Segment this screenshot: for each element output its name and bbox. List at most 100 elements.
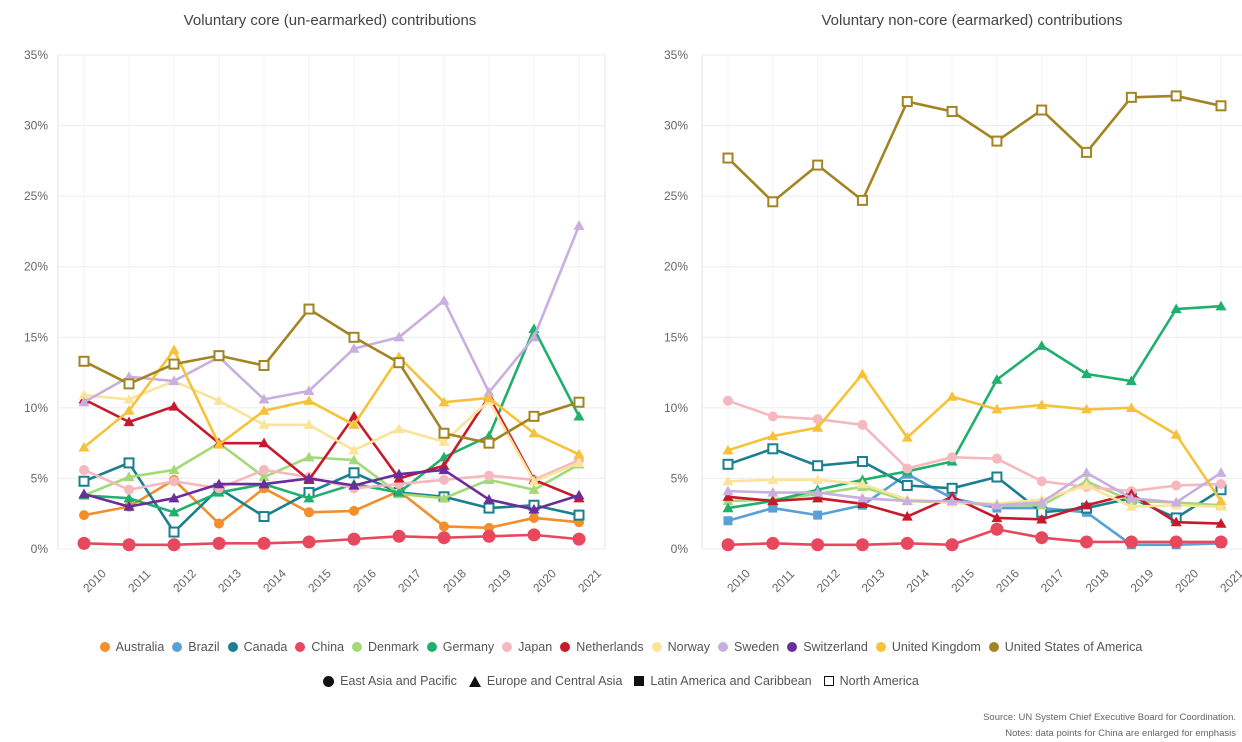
data-point-norway bbox=[767, 474, 779, 484]
data-point-sweden bbox=[438, 295, 450, 305]
x-tick-label: 2010 bbox=[724, 566, 753, 595]
x-tick-label: 2010 bbox=[80, 566, 109, 595]
y-tick-label: 10% bbox=[24, 401, 48, 415]
data-point-united-states-of-america bbox=[213, 350, 225, 362]
legend-label: United Kingdom bbox=[891, 640, 981, 654]
data-point-norway bbox=[393, 423, 405, 434]
data-point-canada bbox=[812, 460, 824, 472]
data-point-denmark bbox=[303, 451, 315, 462]
data-point-sweden bbox=[767, 487, 779, 497]
data-point-netherlands bbox=[168, 400, 180, 411]
legend-label: Brazil bbox=[188, 640, 220, 654]
data-point-japan bbox=[812, 414, 823, 425]
x-tick-label: 2012 bbox=[814, 566, 843, 595]
data-point-china bbox=[1080, 535, 1094, 549]
data-point-sweden bbox=[168, 375, 180, 386]
data-point-japan bbox=[857, 419, 868, 430]
data-point-japan bbox=[1036, 476, 1047, 487]
data-point-denmark bbox=[168, 464, 180, 475]
legend-label: East Asia and Pacific bbox=[340, 674, 457, 688]
data-point-sweden bbox=[1036, 496, 1048, 507]
data-point-japan bbox=[947, 452, 958, 463]
legend-swatch bbox=[99, 642, 110, 652]
data-point-denmark bbox=[528, 484, 540, 494]
legend-region-north-america: North America bbox=[823, 674, 919, 688]
series-switzerland bbox=[78, 464, 585, 514]
x-tick-label: 2017 bbox=[1038, 566, 1067, 595]
right-chart-title: Voluntary non-core (earmarked) contribut… bbox=[821, 12, 1123, 29]
data-point-sweden bbox=[901, 495, 913, 506]
data-point-sweden bbox=[303, 385, 315, 396]
data-point-sweden bbox=[812, 487, 824, 497]
series-line-china bbox=[727, 527, 1221, 547]
data-point-united-kingdom bbox=[856, 368, 868, 379]
data-point-united-states-of-america bbox=[348, 331, 360, 343]
data-point-germany bbox=[123, 492, 135, 503]
legend-label: Norway bbox=[667, 640, 710, 654]
data-point-norway bbox=[123, 393, 135, 404]
data-point-switzerland bbox=[573, 489, 585, 500]
data-point-netherlands bbox=[812, 492, 824, 503]
data-point-united-states-of-america bbox=[812, 159, 824, 171]
series-sweden bbox=[722, 467, 1227, 510]
data-point-australia bbox=[304, 507, 314, 518]
data-point-switzerland bbox=[258, 478, 270, 489]
data-point-germany bbox=[1170, 303, 1182, 314]
data-point-china bbox=[945, 538, 959, 552]
data-point-netherlands bbox=[856, 498, 868, 508]
data-point-netherlands bbox=[123, 416, 135, 427]
data-point-germany bbox=[438, 451, 450, 462]
x-tick-label: 2018 bbox=[1083, 566, 1112, 595]
series-japan bbox=[723, 395, 1226, 497]
data-point-canada bbox=[348, 467, 360, 479]
data-point-japan bbox=[1216, 479, 1226, 490]
x-tick-label: 2019 bbox=[485, 566, 514, 595]
legend-item-china: China bbox=[295, 640, 344, 654]
legend-swatch bbox=[172, 642, 183, 652]
data-point-united-kingdom bbox=[348, 419, 360, 429]
legend-swatch bbox=[651, 642, 662, 652]
y-tick-label: 35% bbox=[24, 48, 48, 62]
x-tick-label: 2011 bbox=[125, 567, 153, 595]
data-point-germany bbox=[1036, 340, 1048, 350]
series-line-switzerland bbox=[83, 468, 580, 511]
data-point-united-kingdom bbox=[1125, 402, 1137, 412]
legend-swatch bbox=[988, 642, 999, 652]
data-point-norway bbox=[438, 436, 450, 446]
data-point-brazil bbox=[813, 510, 823, 520]
legend-swatch bbox=[227, 642, 238, 652]
data-point-china bbox=[1169, 535, 1183, 549]
legend-label: United States of America bbox=[1004, 640, 1143, 654]
series-line-sweden bbox=[727, 471, 1222, 507]
y-tick-label: 30% bbox=[664, 119, 688, 133]
series-line-united-kingdom bbox=[83, 348, 580, 456]
data-point-united-kingdom bbox=[573, 448, 585, 459]
data-point-netherlands bbox=[1170, 516, 1182, 527]
data-point-australia bbox=[214, 518, 224, 529]
data-point-united-kingdom bbox=[438, 396, 450, 407]
non-core-plot-area bbox=[701, 54, 1242, 550]
legend-label: Germany bbox=[442, 640, 495, 654]
data-point-denmark bbox=[438, 492, 450, 503]
circle-marker-icon bbox=[323, 675, 335, 687]
data-point-norway bbox=[258, 419, 270, 429]
data-point-united-kingdom bbox=[1081, 403, 1093, 414]
data-point-china bbox=[766, 536, 780, 550]
legend-item-united-states-of-america: United States of America bbox=[988, 640, 1143, 654]
series-line-united-states-of-america bbox=[727, 94, 1222, 204]
data-point-sweden bbox=[1215, 467, 1227, 477]
y-tick-label: 30% bbox=[24, 119, 48, 133]
x-tick-label: 2012 bbox=[170, 566, 199, 595]
country-legend: Australia Brazil Canada China Denmark Germany… bbox=[0, 640, 1242, 654]
data-point-australia bbox=[439, 521, 449, 532]
data-point-united-states-of-america bbox=[303, 303, 315, 315]
data-point-canada bbox=[258, 511, 270, 523]
legend-label: Canada bbox=[243, 640, 288, 654]
y-tick-label: 15% bbox=[24, 330, 48, 344]
data-point-switzerland bbox=[78, 488, 90, 499]
data-point-norway bbox=[856, 478, 868, 489]
x-tick-label: 2015 bbox=[948, 566, 977, 595]
x-tick-label: 2017 bbox=[395, 566, 424, 595]
legend-swatch bbox=[502, 642, 513, 652]
left-chart-title: Voluntary core (un-earmarked) contributi… bbox=[183, 12, 477, 29]
